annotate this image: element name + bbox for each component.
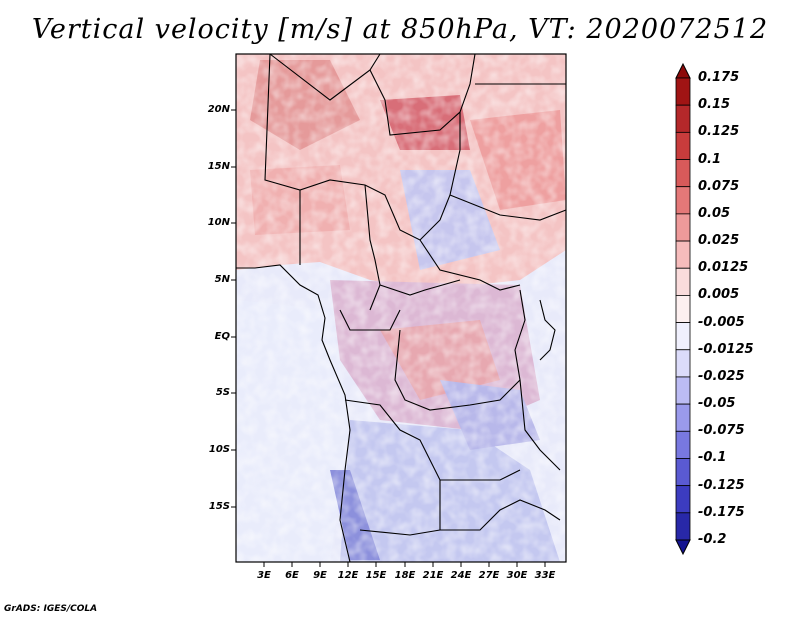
lat-label-10s: 10S — [208, 444, 230, 455]
colorbar-swatch — [675, 349, 691, 378]
colorbar-swatch — [675, 512, 691, 541]
lon-label-18e: 18E — [394, 570, 416, 581]
lat-label-20n: 20N — [207, 104, 230, 115]
colorbar-label: -0.125 — [698, 477, 745, 493]
colorbar-label: -0.075 — [698, 423, 745, 439]
colorbar-swatch — [675, 295, 691, 323]
colorbar-swatch — [675, 322, 691, 351]
colorbar-swatch — [675, 458, 691, 487]
colorbar-label: 0.125 — [698, 124, 740, 140]
credit-text: GrADS: IGES/COLA — [4, 604, 98, 614]
colorbar-label: 0.005 — [698, 287, 740, 303]
lat-label-eq: EQ — [214, 331, 230, 342]
colorbar-label: -0.0125 — [698, 341, 754, 357]
lat-label-5n: 5N — [214, 274, 230, 285]
colorbar-swatch — [675, 131, 691, 160]
lon-label-3e: 3E — [257, 570, 271, 581]
colorbar-swatch — [675, 159, 691, 188]
colorbar-swatch — [675, 186, 691, 215]
lat-ticks — [231, 109, 236, 508]
colorbar-label: 0.1 — [698, 151, 722, 167]
colorbar-label: 0.15 — [698, 97, 731, 113]
colorbar-label: -0.2 — [698, 532, 727, 547]
lat-label-10n: 10N — [207, 217, 230, 228]
colorbar-swatch — [675, 77, 691, 106]
colorbar-label: 0.0125 — [698, 260, 749, 276]
lon-label-21e: 21E — [422, 570, 444, 581]
lat-label-5s: 5S — [215, 387, 230, 398]
colorbar-label: -0.175 — [698, 504, 745, 520]
lon-label-6e: 6E — [285, 570, 299, 581]
lon-label-24e: 24E — [450, 570, 472, 581]
colorbar-label: 0.175 — [698, 70, 740, 85]
lat-label-15n: 15N — [207, 161, 230, 172]
colorbar-swatch — [675, 403, 691, 432]
map-title: Vertical velocity [m/s] at 850hPa, VT: 2… — [31, 14, 769, 45]
colorbar-swatch — [675, 213, 691, 242]
velocity-field — [236, 54, 566, 562]
colorbar-swatch — [675, 485, 691, 514]
colorbar-label: 0.05 — [698, 205, 731, 221]
boundaries — [236, 53, 567, 563]
lon-label-9e: 9E — [313, 570, 327, 581]
colorbar-swatch — [675, 104, 691, 133]
lon-label-27e: 27E — [478, 570, 500, 581]
colorbar-label: 0.075 — [698, 178, 740, 194]
colorbar-label: -0.025 — [698, 368, 745, 384]
colorbar-label: -0.1 — [698, 450, 727, 466]
lon-label-15e: 15E — [365, 570, 387, 581]
colorbar — [675, 62, 691, 556]
colorbar-swatch — [675, 240, 691, 269]
colorbar-swatch — [675, 376, 691, 405]
colorbar-swatch — [675, 267, 691, 296]
lon-label-30e: 30E — [506, 570, 528, 581]
plot-frame — [235, 53, 567, 563]
colorbar-top-arrow — [675, 62, 691, 79]
lon-ticks — [263, 562, 546, 567]
colorbar-bottom-arrow — [675, 539, 691, 556]
lon-label-33e: 33E — [534, 570, 556, 581]
colorbar-label: -0.05 — [698, 396, 736, 412]
colorbar-label: 0.025 — [698, 233, 740, 249]
lon-label-12e: 12E — [337, 570, 359, 581]
colorbar-label: -0.005 — [698, 314, 745, 330]
colorbar-swatch — [675, 430, 691, 459]
lat-label-15s: 15S — [208, 501, 230, 512]
